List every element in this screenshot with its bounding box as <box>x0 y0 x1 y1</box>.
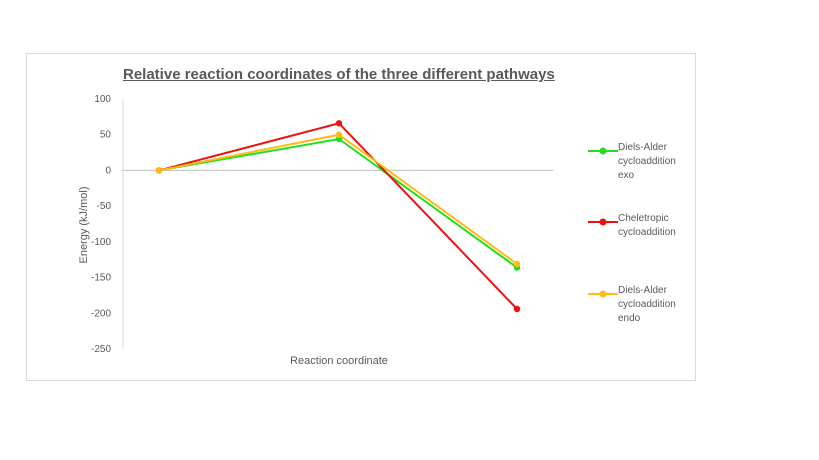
legend-marker-endo <box>588 290 618 298</box>
legend-marker-exo <box>588 147 618 155</box>
data-point <box>513 260 521 268</box>
y-tick-label: 100 <box>94 94 111 105</box>
series-line-0 <box>158 137 518 269</box>
x-axis-title: Reaction coordinate <box>290 355 388 367</box>
legend-marker-cheletropic <box>588 218 618 226</box>
data-point <box>335 131 343 138</box>
data-point <box>155 167 163 174</box>
y-tick-label: -250 <box>91 344 111 355</box>
chart-area <box>26 53 696 381</box>
legend-label-endo: Diels-Alder cycloaddition endo <box>618 285 676 324</box>
data-point <box>335 120 343 127</box>
y-tick-label: -100 <box>91 237 111 248</box>
y-tick-label: -50 <box>97 201 112 212</box>
y-tick-label: 0 <box>105 165 111 176</box>
series-line-1 <box>158 122 518 310</box>
legend-item-exo: Diels-Alder cycloaddition exo <box>588 141 698 187</box>
chart-title: Relative reaction coordinates of the thr… <box>123 66 555 83</box>
legend-item-cheletropic: Cheletropic cycloaddition <box>588 212 698 258</box>
legend-item-endo: Diels-Alder cycloaddition endo <box>588 284 698 330</box>
data-point <box>513 305 521 313</box>
legend-label-exo: Diels-Alder cycloaddition exo <box>618 142 676 181</box>
y-tick-label: -150 <box>91 273 111 284</box>
series-line-2 <box>158 133 518 265</box>
y-tick-label: 50 <box>100 130 112 141</box>
legend-label-cheletropic: Cheletropic cycloaddition <box>618 213 676 238</box>
y-tick-label: -200 <box>91 308 111 319</box>
